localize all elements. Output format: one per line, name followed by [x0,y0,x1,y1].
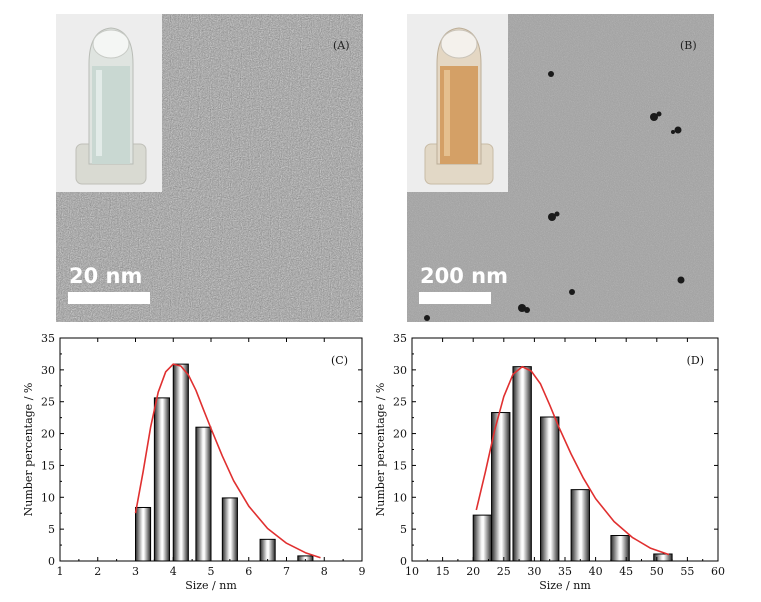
x-tick-label: 15 [436,565,450,578]
x-axis-label: Size / nm [185,579,237,592]
tem-image-b: (B) 200 nm [407,14,714,322]
plot-frame [59,337,363,562]
y-tick-label: 25 [41,396,55,409]
chart-panel-label: (C) [331,354,348,367]
y-tick-label: 30 [393,364,407,377]
y-tick-label: 10 [393,491,407,504]
x-tick-label: 3 [132,565,139,578]
y-tick-label: 15 [393,459,407,472]
tem-image-a: (A) 20 nm [56,14,363,322]
scale-bar-label-b: 200 nm [420,264,508,288]
x-tick-label: 20 [466,565,480,578]
x-tick-label: 55 [680,565,694,578]
y-axis-label: Number percentage / % [22,383,35,517]
y-tick-label: 35 [393,332,407,345]
y-tick-label: 5 [400,523,407,536]
y-tick-label: 0 [48,555,55,568]
y-tick-label: 20 [41,428,55,441]
y-tick-label: 25 [393,396,407,409]
vial-inset-b [407,14,508,192]
chart-0-group: 1 2 3 4 5 6 7 8 9 0 5 10 15 20 25 30 35 Size / nm Number p… [22,332,366,592]
y-tick-label: 5 [48,523,55,536]
plot-frame [411,337,719,562]
scale-bar-b [419,292,491,304]
y-tick-label: 0 [400,555,407,568]
vial-inset-a [56,14,162,192]
histogram-bar [653,553,673,562]
x-axis-label: Size / nm [539,579,591,592]
y-tick-label: 15 [41,459,55,472]
x-tick-label: 60 [711,565,725,578]
y-tick-label: 35 [41,332,55,345]
histogram-bar [570,489,590,562]
histogram-bar [172,363,189,562]
histogram-bar [512,366,532,562]
y-axis-label: Number percentage / % [374,383,387,517]
scale-bar-label-a: 20 nm [69,264,143,288]
x-tick-label: 25 [497,565,511,578]
x-tick-label: 50 [650,565,664,578]
x-tick-label: 2 [94,565,101,578]
tem-texture-a [56,14,363,322]
x-tick-label: 7 [283,565,290,578]
x-tick-label: 8 [321,565,328,578]
chart-panel-label: (D) [687,354,704,367]
fit-curve [134,363,321,559]
nanoparticles-b [424,71,685,321]
x-tick-label: 30 [527,565,541,578]
histogram-bar [195,426,212,562]
x-tick-label: 9 [359,565,366,578]
x-tick-label: 40 [589,565,603,578]
x-tick-label: 10 [405,565,419,578]
histogram-bar [297,555,314,562]
fit-curve [475,365,670,556]
x-tick-label: 35 [558,565,572,578]
histogram-bar [472,514,493,562]
x-tick-label: 45 [619,565,633,578]
x-tick-label: 6 [245,565,252,578]
panel-label-a: (A) [333,39,350,52]
histogram-bar [259,538,276,562]
histogram-bar [491,412,511,562]
histogram-bar [221,497,238,562]
scale-bar-a [68,292,150,304]
y-tick-label: 30 [41,364,55,377]
y-tick-label: 10 [41,491,55,504]
x-tick-label: 1 [57,565,64,578]
histogram-bar [610,535,630,562]
tem-texture-b [407,14,714,322]
histogram-bar [540,416,560,562]
panel-label-b: (B) [680,39,697,52]
histogram-bar [153,397,170,562]
chart-1-group: 10 15 20 25 30 35 40 45 50 55 6005101520253035Size… [374,332,725,592]
histogram-bar [135,506,152,562]
x-tick-label: 4 [170,565,177,578]
y-tick-label: 20 [393,428,407,441]
x-tick-label: 5 [208,565,215,578]
